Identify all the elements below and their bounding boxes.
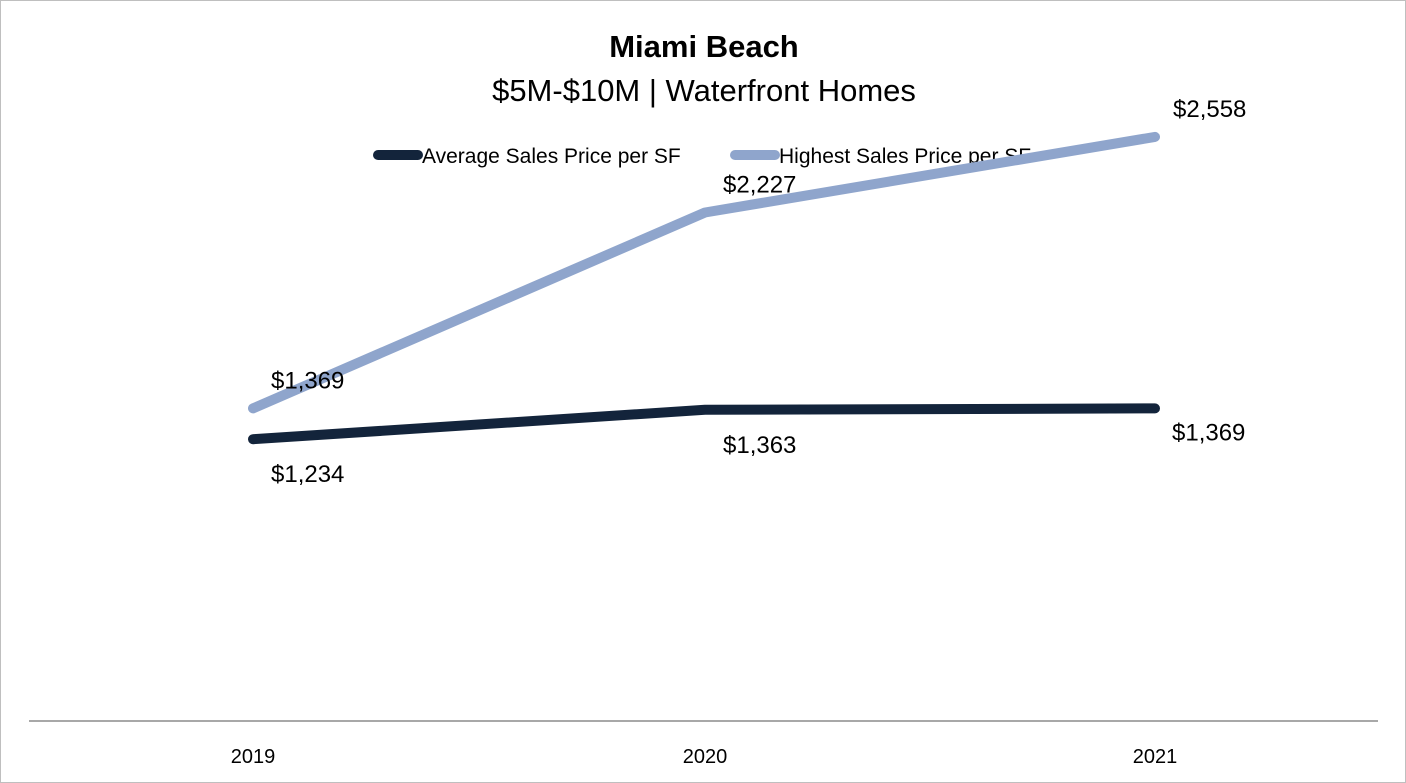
x-axis-ticks: 2019 2020 2021 xyxy=(231,746,1178,768)
series-lines xyxy=(248,131,1160,445)
series-line-highest xyxy=(248,131,1160,414)
legend-label-average: Average Sales Price per SF xyxy=(422,145,681,168)
data-label-average-2019: $1,234 xyxy=(271,461,344,488)
data-label-highest-2021: $2,558 xyxy=(1173,96,1246,123)
data-label-highest-2020: $2,227 xyxy=(723,172,796,199)
x-tick-label-2020: 2020 xyxy=(683,746,728,768)
legend: Average Sales Price per SF Highest Sales… xyxy=(373,145,1031,168)
data-label-average-2021: $1,369 xyxy=(1172,419,1245,446)
x-tick-label-2019: 2019 xyxy=(231,746,276,768)
data-label-average-2020: $1,363 xyxy=(723,432,796,459)
data-labels: $1,234 $1,363 $1,369 $1,369 $2,227 $2,558 xyxy=(271,96,1246,488)
chart-title: Miami Beach xyxy=(609,29,799,64)
legend-label-highest: Highest Sales Price per SF xyxy=(779,145,1031,168)
data-label-highest-2019: $1,369 xyxy=(271,367,344,394)
x-tick-label-2021: 2021 xyxy=(1133,746,1178,768)
chart-subtitle: $5M-$10M | Waterfront Homes xyxy=(492,73,916,108)
series-line-average xyxy=(248,403,1160,445)
